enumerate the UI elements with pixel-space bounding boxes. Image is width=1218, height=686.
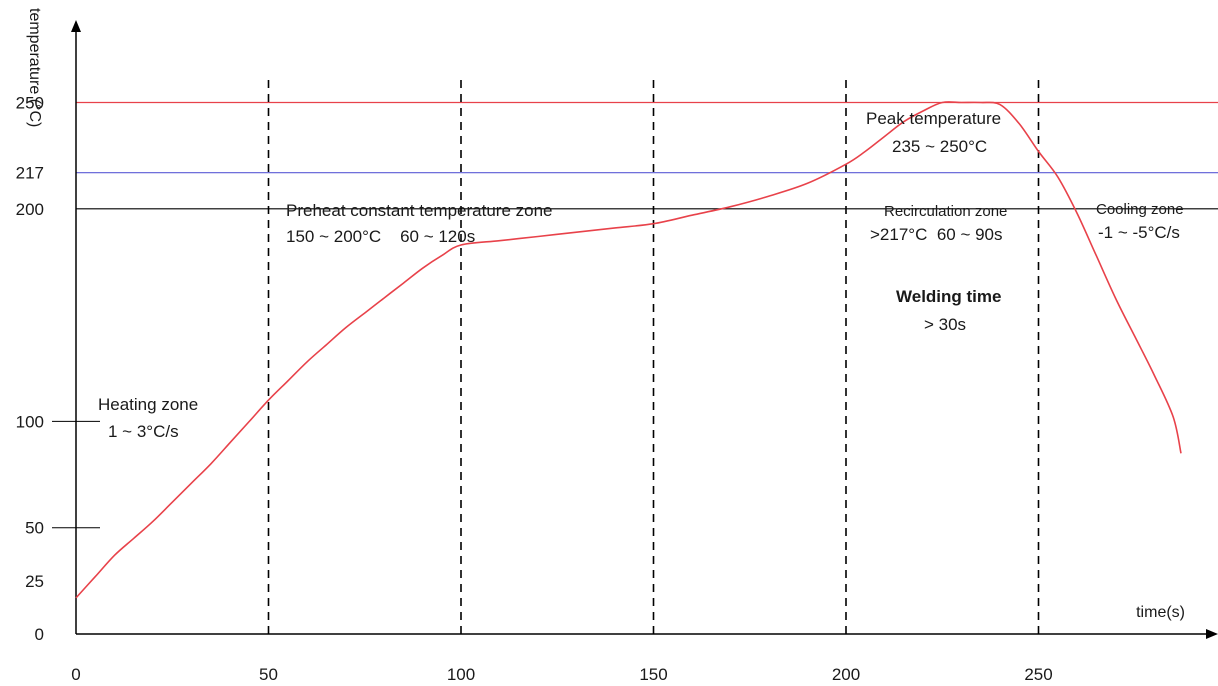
reference-lines <box>76 101 1218 210</box>
y-axis-arrow <box>71 20 81 32</box>
annotation-recirculation-zone-line-0: Recirculation zone <box>884 203 1007 220</box>
annotation-preheat-zone-line-0: Preheat constant temperature zone <box>286 201 553 220</box>
x-tick-label-200: 200 <box>832 665 860 684</box>
x-axis-arrow <box>1206 629 1218 639</box>
x-tick-label-250: 250 <box>1024 665 1052 684</box>
annotation-heating-zone-line-1: 1 ~ 3°C/s <box>108 422 179 441</box>
annotation-cooling-zone-line-1: -1 ~ -5°C/s <box>1098 223 1180 242</box>
annotation-heating-zone-line-0: Heating zone <box>98 395 198 414</box>
axes <box>71 20 1218 639</box>
annotation-welding-time-line-1: > 30s <box>924 315 966 334</box>
y-tick-label-25: 25 <box>25 572 44 591</box>
annotation-peak-temperature-line-0: Peak temperature <box>866 109 1001 128</box>
x-axis-ticks: 0 50 100 150 200 250 <box>71 665 1052 684</box>
y-axis-label: temperature (°C) <box>26 8 43 127</box>
x-axis-label: time(s) <box>1136 604 1185 621</box>
annotation-peak-temperature-line-1: 235 ~ 250°C <box>892 137 987 156</box>
x-tick-label-150: 150 <box>639 665 667 684</box>
y-tick-label-100: 100 <box>16 412 44 431</box>
y-tick-label-0: 0 <box>35 625 44 644</box>
y-axis-ticks: 0 25 50 100 200 217 250 <box>16 94 100 644</box>
annotation-preheat-zone-line-1: 150 ~ 200°C 60 ~ 120s <box>286 227 475 246</box>
y-tick-label-217: 217 <box>16 164 44 183</box>
annotations: Heating zone 1 ~ 3°C/s Preheat constant te… <box>98 109 1184 441</box>
annotation-welding-time-line-0: Welding time <box>896 287 1001 306</box>
annotation-recirculation-zone-line-1: >217°C 60 ~ 90s <box>870 225 1003 244</box>
annotation-cooling-zone-line-0: Cooling zone <box>1096 201 1184 218</box>
zone-boundaries <box>267 80 1040 634</box>
temperature-curve <box>75 101 1182 599</box>
y-tick-label-50: 50 <box>25 519 44 538</box>
x-tick-label-100: 100 <box>447 665 475 684</box>
y-tick-label-250: 250 <box>16 94 44 113</box>
x-tick-label-0: 0 <box>71 665 80 684</box>
x-tick-label-50: 50 <box>259 665 278 684</box>
y-tick-label-200: 200 <box>16 200 44 219</box>
